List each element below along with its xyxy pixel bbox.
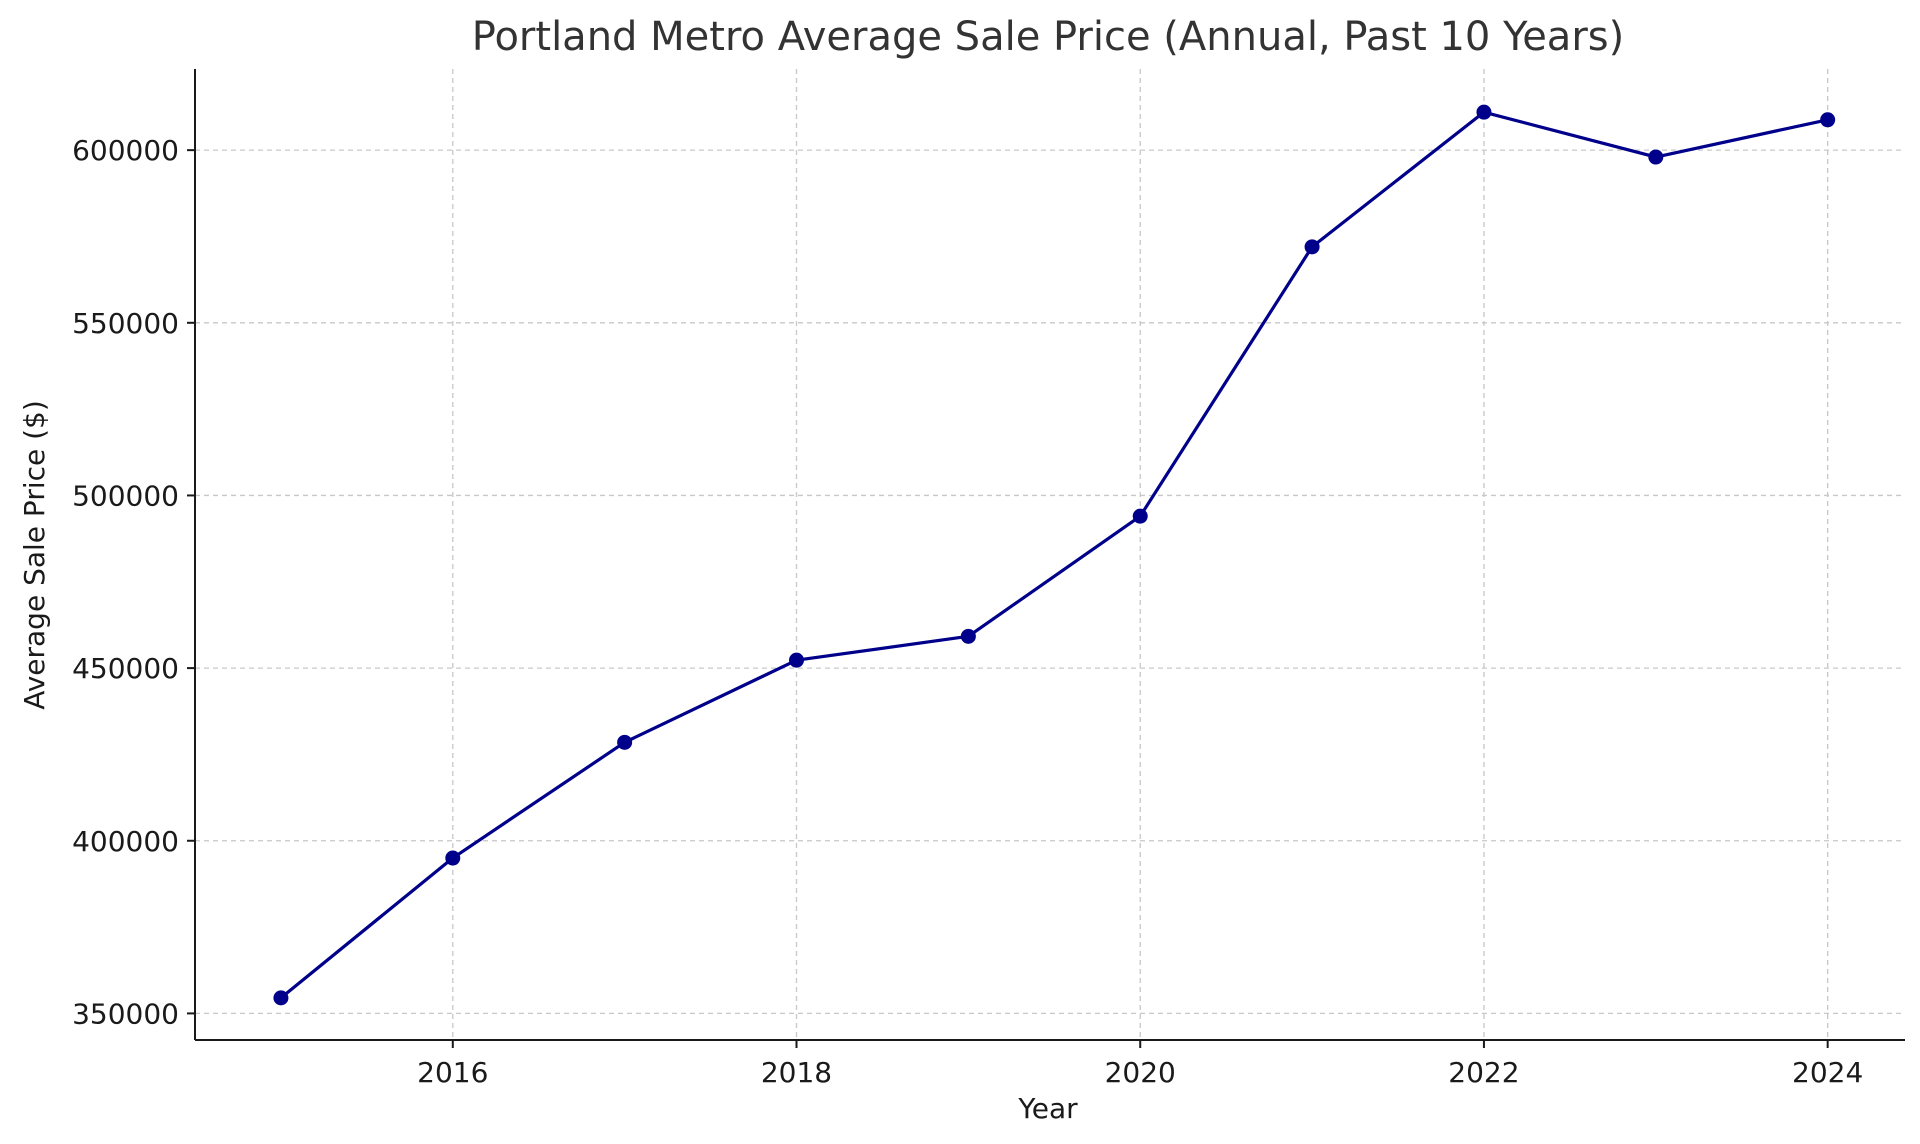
y-tick-label: 450000 (72, 652, 179, 685)
y-tick-label: 550000 (72, 307, 179, 340)
data-point (1820, 112, 1836, 128)
data-point (617, 734, 633, 750)
data-point (1132, 508, 1148, 524)
chart-title: Portland Metro Average Sale Price (Annua… (472, 14, 1624, 60)
series (273, 104, 1836, 1006)
x-tick-label: 2024 (1792, 1056, 1863, 1089)
x-tick-label: 2016 (417, 1056, 488, 1089)
y-tick-label: 350000 (72, 997, 179, 1030)
x-tick-label: 2020 (1105, 1056, 1176, 1089)
y-tick-label: 600000 (72, 134, 179, 167)
x-axis-label: Year (1017, 1092, 1078, 1125)
series-line (279, 110, 1828, 1000)
data-point (960, 628, 976, 644)
axes: 2016 2018 2020 2022 2024 350000 400000 450000 50… (72, 69, 1905, 1089)
y-tick-label: 400000 (72, 825, 179, 858)
data-point (1648, 149, 1664, 165)
grid (195, 69, 1905, 1040)
y-tick-label: 500000 (72, 479, 179, 512)
x-tick-label: 2022 (1448, 1056, 1519, 1089)
data-point (1304, 239, 1320, 255)
data-point (273, 990, 289, 1006)
data-point (445, 850, 461, 866)
data-point (789, 652, 805, 668)
x-tick-label: 2018 (761, 1056, 832, 1089)
data-point (1476, 104, 1492, 120)
y-axis-label: Average Sale Price ($) (18, 400, 51, 710)
